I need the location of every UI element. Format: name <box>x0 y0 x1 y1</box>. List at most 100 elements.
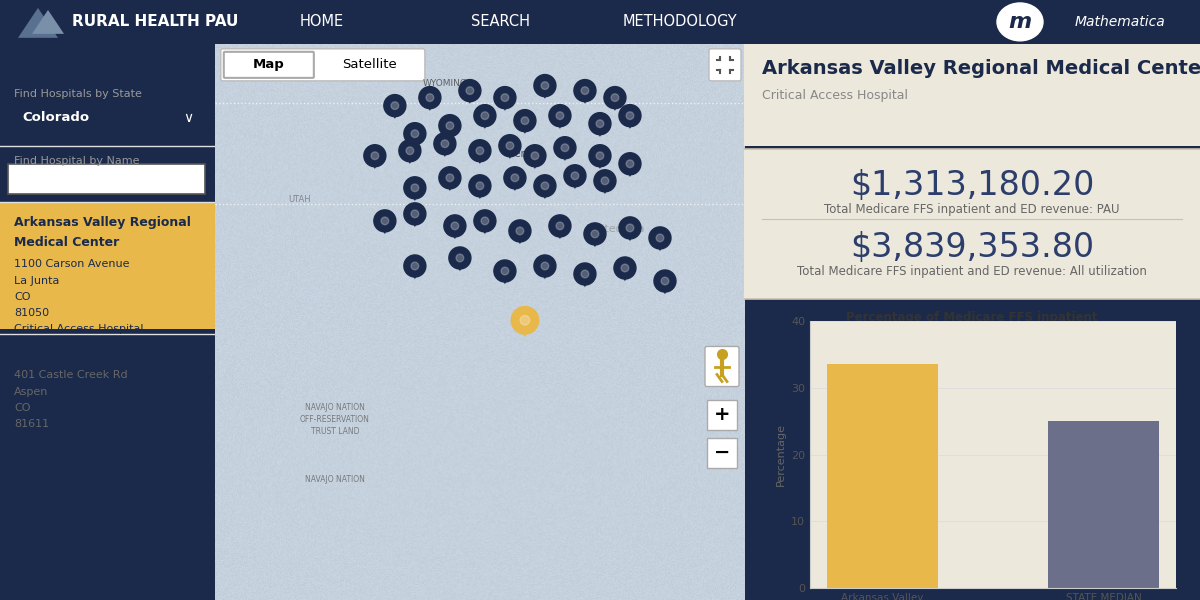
Polygon shape <box>479 223 491 234</box>
Circle shape <box>476 182 484 190</box>
Text: $1,313,180.20: $1,313,180.20 <box>850 169 1094 202</box>
Polygon shape <box>18 8 58 38</box>
Circle shape <box>449 247 470 269</box>
Text: 1100 Carson Avenue: 1100 Carson Avenue <box>14 259 130 269</box>
Bar <box>1049 421 1159 588</box>
Polygon shape <box>509 180 521 191</box>
Text: 81050: 81050 <box>14 308 49 319</box>
Text: Arkansas Valley Regional Medical Center: Arkansas Valley Regional Medical Center <box>762 59 1200 78</box>
Circle shape <box>412 262 419 270</box>
Circle shape <box>584 223 606 245</box>
Polygon shape <box>624 230 636 241</box>
Polygon shape <box>539 88 551 99</box>
Circle shape <box>374 210 396 232</box>
Circle shape <box>458 80 481 101</box>
Circle shape <box>439 167 461 189</box>
Polygon shape <box>514 233 526 244</box>
Polygon shape <box>559 150 571 161</box>
Text: Critical Access Hospital: Critical Access Hospital <box>762 89 908 102</box>
Circle shape <box>494 86 516 109</box>
Text: United Sta: United Sta <box>586 224 644 234</box>
Circle shape <box>596 152 604 160</box>
Circle shape <box>451 222 458 230</box>
Circle shape <box>506 142 514 149</box>
Circle shape <box>469 140 491 162</box>
Circle shape <box>556 112 564 119</box>
Polygon shape <box>529 158 541 169</box>
Polygon shape <box>569 178 581 189</box>
Circle shape <box>604 86 626 109</box>
Circle shape <box>574 263 596 285</box>
Circle shape <box>502 94 509 101</box>
Text: NAVAJO NATION
OFF-RESERVATION
TRUST LAND: NAVAJO NATION OFF-RESERVATION TRUST LAND <box>300 403 370 436</box>
Polygon shape <box>409 216 421 227</box>
Circle shape <box>456 254 463 262</box>
Polygon shape <box>619 270 631 281</box>
Circle shape <box>592 230 599 238</box>
Text: NAVAJO NATION: NAVAJO NATION <box>305 475 365 484</box>
Polygon shape <box>599 183 611 194</box>
Polygon shape <box>444 128 456 139</box>
Polygon shape <box>454 260 466 271</box>
FancyBboxPatch shape <box>8 102 205 134</box>
Circle shape <box>446 122 454 130</box>
Circle shape <box>476 147 484 155</box>
Text: Aspen Valley Hospital: Aspen Valley Hospital <box>14 349 166 361</box>
Circle shape <box>649 227 671 249</box>
Polygon shape <box>479 118 491 129</box>
Circle shape <box>371 152 379 160</box>
Circle shape <box>398 140 421 162</box>
Circle shape <box>446 174 454 182</box>
Circle shape <box>532 152 539 160</box>
Circle shape <box>626 112 634 119</box>
Text: Colorado: Colorado <box>22 112 89 124</box>
Polygon shape <box>504 148 516 159</box>
Text: RURAL HEALTH PAU: RURAL HEALTH PAU <box>72 14 239 29</box>
Ellipse shape <box>997 3 1043 41</box>
Circle shape <box>589 113 611 134</box>
Circle shape <box>404 177 426 199</box>
Circle shape <box>548 215 571 237</box>
Text: Arkansas Valley Regional: Arkansas Valley Regional <box>14 216 191 229</box>
Circle shape <box>474 210 496 232</box>
Circle shape <box>384 95 406 116</box>
Text: WYOMING: WYOMING <box>422 79 467 88</box>
FancyBboxPatch shape <box>704 346 739 386</box>
Text: LOCATION: LOCATION <box>14 69 89 82</box>
Text: 401 Castle Creek Rd: 401 Castle Creek Rd <box>14 370 127 380</box>
Circle shape <box>382 217 389 225</box>
Text: Total Medicare FFS inpatient and ED revenue: PAU: Total Medicare FFS inpatient and ED reve… <box>824 203 1120 216</box>
Bar <box>827 364 937 588</box>
Circle shape <box>541 82 548 89</box>
Circle shape <box>521 117 529 125</box>
Text: Satellite: Satellite <box>342 58 397 71</box>
Circle shape <box>426 94 433 101</box>
Polygon shape <box>409 268 421 279</box>
FancyBboxPatch shape <box>0 202 215 329</box>
Circle shape <box>514 110 536 131</box>
Circle shape <box>562 144 569 152</box>
Text: 81611: 81611 <box>14 419 49 428</box>
Circle shape <box>481 217 488 225</box>
FancyBboxPatch shape <box>707 437 737 468</box>
Polygon shape <box>624 166 636 177</box>
FancyBboxPatch shape <box>744 149 1200 299</box>
Circle shape <box>391 102 398 109</box>
Text: Percentage of Medicare FFS inpatient: Percentage of Medicare FFS inpatient <box>846 311 1098 325</box>
Polygon shape <box>389 108 401 119</box>
Y-axis label: Percentage: Percentage <box>775 423 786 486</box>
Circle shape <box>619 104 641 127</box>
Circle shape <box>412 130 419 137</box>
Circle shape <box>439 115 461 137</box>
Text: CO: CO <box>14 403 30 413</box>
Polygon shape <box>368 158 380 169</box>
Circle shape <box>619 217 641 239</box>
Polygon shape <box>517 323 533 337</box>
Polygon shape <box>449 228 461 239</box>
Circle shape <box>571 172 578 179</box>
Polygon shape <box>474 188 486 199</box>
Polygon shape <box>404 153 416 164</box>
Polygon shape <box>554 118 566 129</box>
Text: −: − <box>714 443 730 462</box>
Circle shape <box>434 133 456 155</box>
